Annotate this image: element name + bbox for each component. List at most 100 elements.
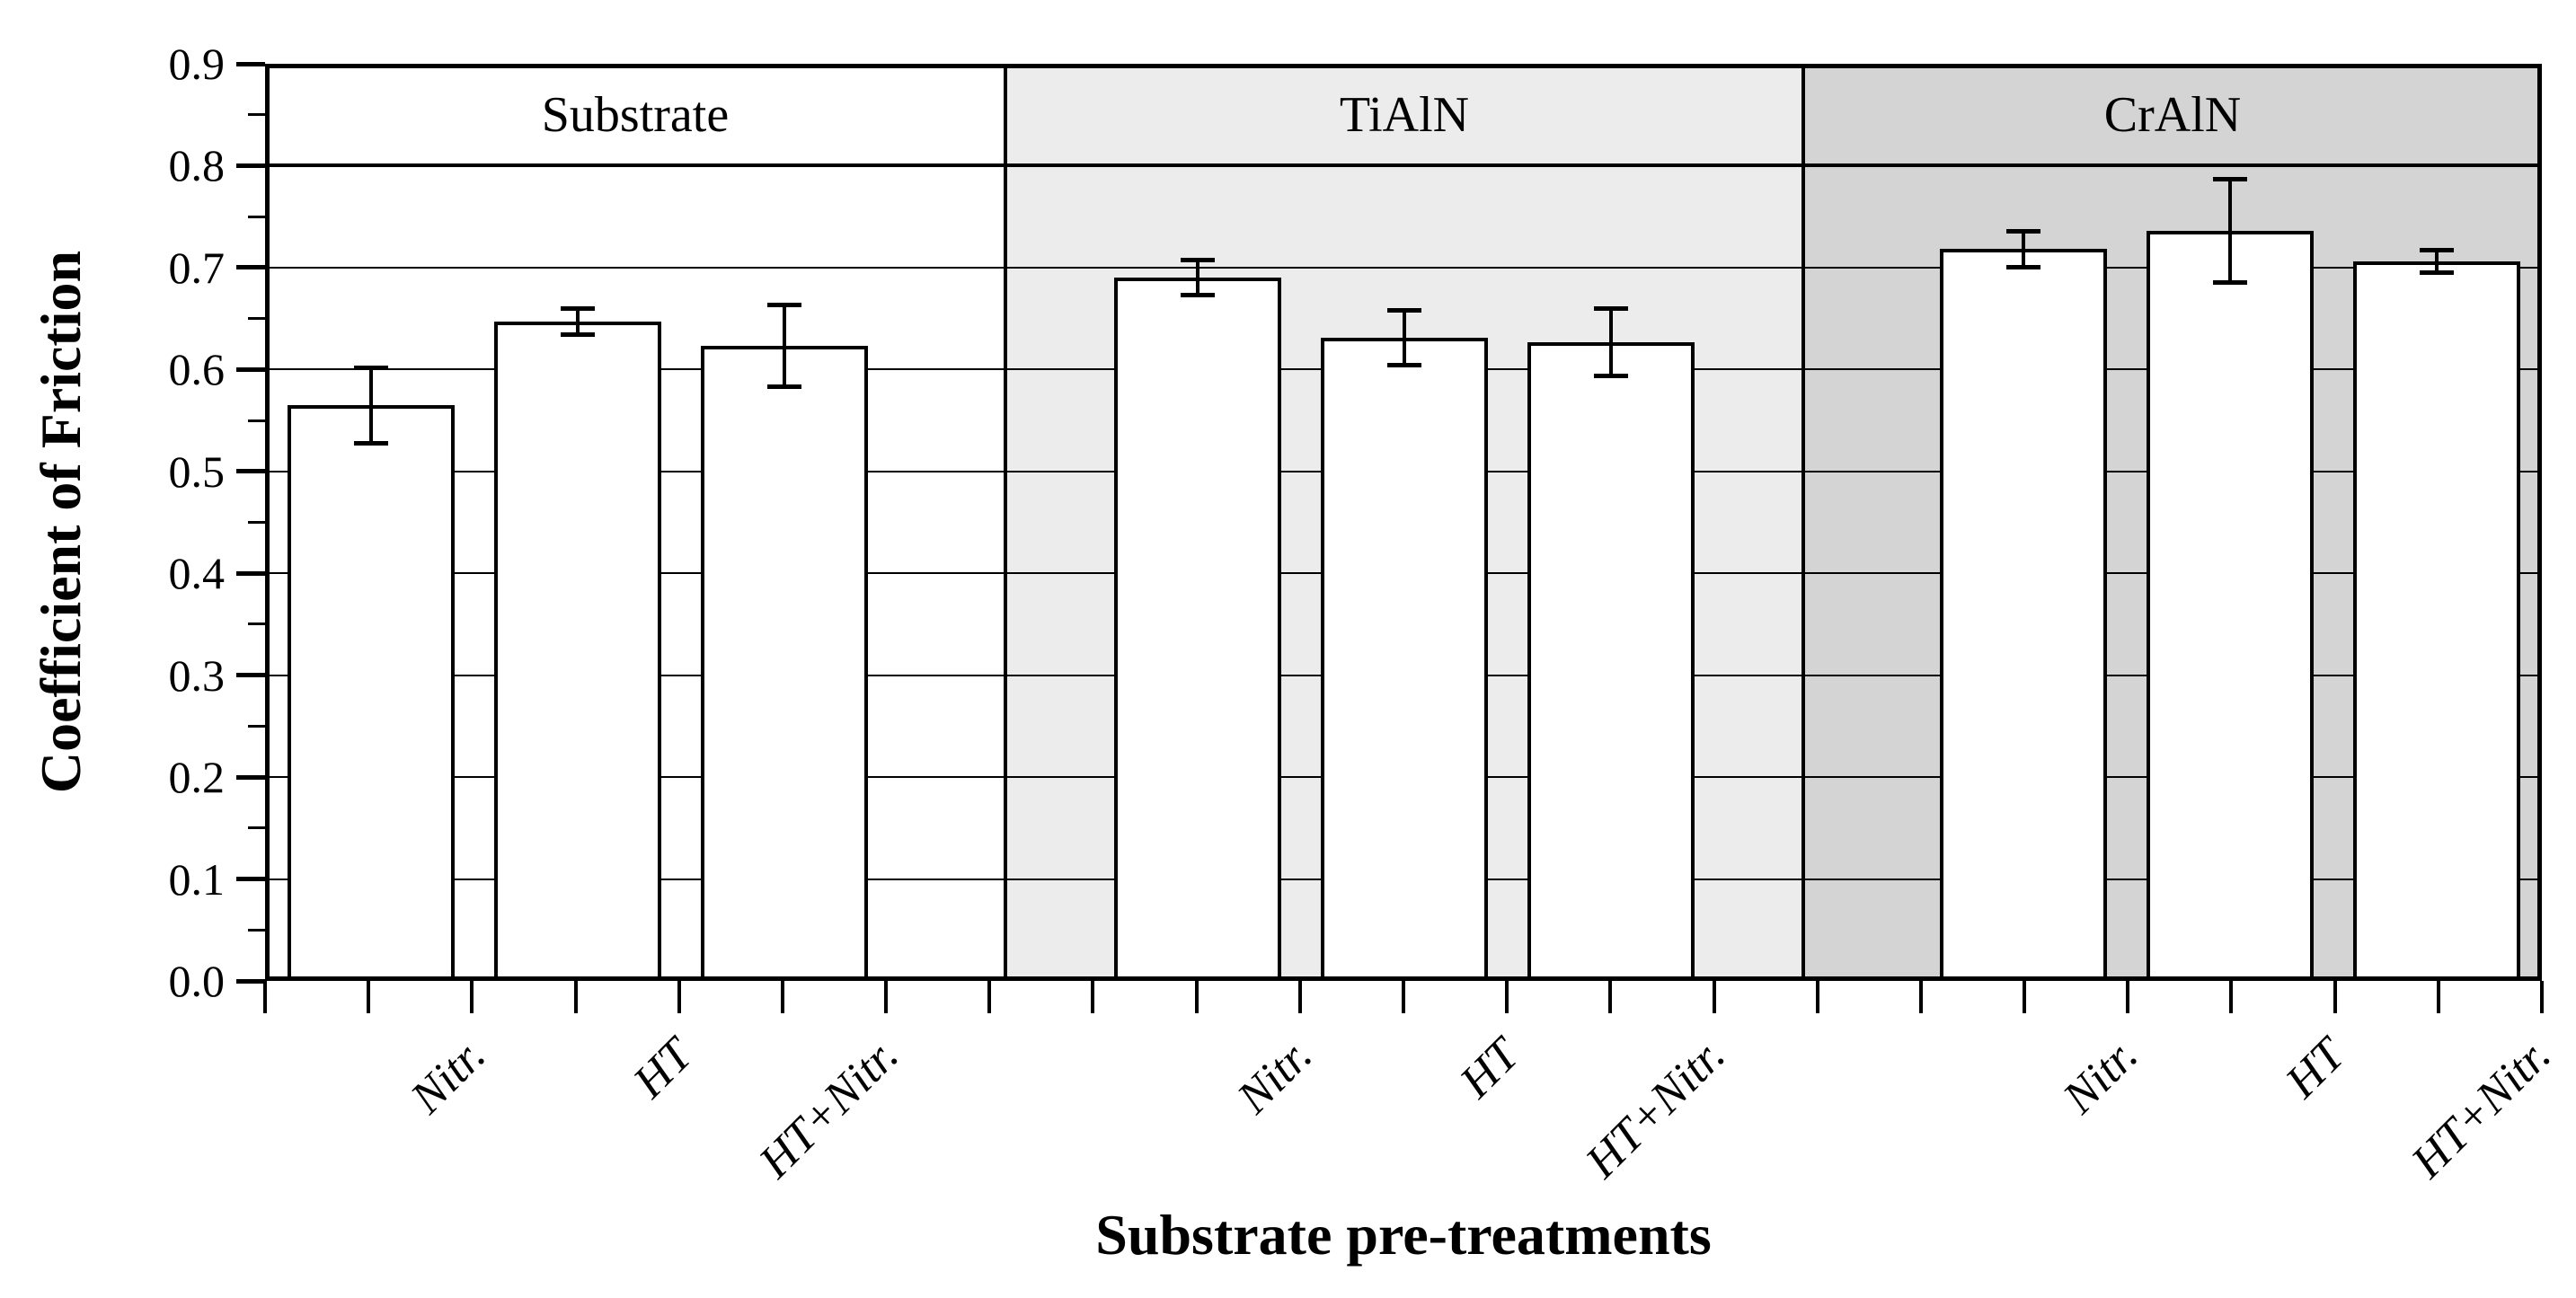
x-category-label-tialn-ht-nitr: HT+Nitr.: [1576, 1029, 1736, 1188]
x-axis-tick: [1091, 981, 1095, 1013]
error-cap-top-craln-ht-nitr: [2420, 248, 2454, 253]
y-minor-tick: [248, 623, 265, 626]
y-minor-tick: [248, 724, 265, 728]
x-axis-tick: [1712, 981, 1716, 1013]
x-category-label-tialn-nitr: Nitr.: [1227, 1029, 1323, 1124]
panel-header-tialn: TiAlN: [1339, 86, 1470, 143]
y-minor-tick: [248, 215, 265, 218]
error-cap-bottom-substrate-nitr: [354, 440, 388, 446]
y-tick-label-0.1: 0.1: [168, 853, 226, 905]
y-minor-tick: [248, 826, 265, 830]
y-major-tick-0.5: [236, 469, 265, 474]
error-bar-substrate-ht-nitr: [783, 305, 786, 387]
x-axis-tick: [1608, 981, 1613, 1013]
y-major-tick-0.4: [236, 570, 265, 576]
y-minor-tick: [248, 928, 265, 932]
bar-substrate-ht-nitr: [701, 346, 868, 981]
y-tick-label-0.8: 0.8: [168, 140, 226, 191]
panel-header-craln: CrAlN: [2103, 86, 2242, 143]
panel-divider-2: [1801, 64, 1805, 981]
panel-header-separator-line: [265, 163, 2542, 168]
x-axis-tick: [1815, 981, 1819, 1013]
error-bar-craln-nitr: [2022, 231, 2025, 268]
panel-header-substrate: Substrate: [541, 86, 730, 143]
y-tick-label-0.7: 0.7: [168, 242, 226, 293]
error-cap-top-substrate-ht: [561, 305, 595, 311]
bar-craln-ht: [2147, 231, 2314, 981]
x-axis-tick: [470, 981, 474, 1013]
x-axis-title: Substrate pre-treatments: [1095, 1203, 1712, 1267]
x-category-label-craln-ht-nitr: HT+Nitr.: [2402, 1029, 2562, 1188]
x-axis-tick: [367, 981, 371, 1013]
x-axis-tick: [2126, 981, 2130, 1013]
y-tick-label-0.3: 0.3: [168, 649, 226, 701]
x-axis-tick: [2540, 981, 2544, 1013]
y-major-tick-0.7: [236, 265, 265, 270]
x-axis-tick: [263, 981, 267, 1013]
bar-tialn-ht: [1321, 338, 1488, 981]
y-tick-label-0.5: 0.5: [168, 446, 226, 497]
error-cap-bottom-craln-nitr: [2006, 265, 2040, 270]
x-axis-tick: [780, 981, 784, 1013]
y-axis-title: Coefficient of Friction: [29, 250, 93, 794]
y-tick-label-0.2: 0.2: [168, 752, 226, 803]
y-major-tick-0.0: [236, 978, 265, 984]
error-bar-craln-ht: [2228, 179, 2232, 283]
error-cap-top-tialn-ht: [1387, 308, 1421, 313]
y-minor-tick: [248, 521, 265, 524]
x-axis-tick: [1194, 981, 1199, 1013]
bar-craln-nitr: [1940, 249, 2107, 981]
error-bar-tialn-ht-nitr: [1609, 308, 1613, 376]
error-cap-top-craln-nitr: [2006, 228, 2040, 234]
x-axis-tick: [2229, 981, 2234, 1013]
y-minor-tick: [248, 419, 265, 422]
y-tick-label-0.6: 0.6: [168, 344, 226, 395]
panel-divider-1: [1004, 64, 1007, 981]
x-axis-tick: [2436, 981, 2440, 1013]
bar-craln-ht-nitr: [2353, 261, 2520, 981]
error-cap-top-substrate-ht-nitr: [767, 303, 801, 308]
y-minor-tick: [248, 317, 265, 321]
error-cap-bottom-craln-ht: [2213, 280, 2247, 286]
x-axis-tick: [573, 981, 578, 1013]
x-category-label-craln-ht: HT: [2275, 1029, 2355, 1108]
bar-tialn-nitr: [1114, 278, 1281, 981]
y-tick-label-0.4: 0.4: [168, 548, 226, 599]
gridline-0.7: [265, 266, 2542, 269]
error-bar-substrate-ht: [576, 308, 580, 335]
x-category-label-substrate-nitr: Nitr.: [401, 1029, 496, 1124]
y-major-tick-0.2: [236, 774, 265, 780]
y-major-tick-0.3: [236, 673, 265, 678]
x-category-label-substrate-ht-nitr: HT+Nitr.: [749, 1029, 909, 1188]
y-tick-label-0.0: 0.0: [168, 956, 226, 1006]
x-axis-tick: [677, 981, 681, 1013]
y-minor-tick: [248, 113, 265, 117]
x-category-label-substrate-ht: HT: [623, 1029, 703, 1108]
x-axis-tick: [987, 981, 992, 1013]
x-axis-tick: [2333, 981, 2337, 1013]
error-bar-substrate-nitr: [369, 367, 373, 443]
y-major-tick-0.1: [236, 877, 265, 882]
error-cap-bottom-tialn-ht-nitr: [1594, 373, 1628, 378]
error-bar-tialn-ht: [1403, 310, 1406, 366]
x-axis-tick: [1505, 981, 1509, 1013]
error-cap-top-tialn-nitr: [1181, 258, 1215, 263]
error-cap-top-substrate-nitr: [354, 365, 388, 370]
bar-substrate-ht: [494, 322, 661, 981]
x-axis-tick: [2023, 981, 2027, 1013]
x-category-label-craln-nitr: Nitr.: [2053, 1029, 2148, 1124]
error-cap-top-tialn-ht-nitr: [1594, 305, 1628, 311]
error-cap-bottom-tialn-ht: [1387, 363, 1421, 368]
x-category-label-tialn-ht: HT: [1449, 1029, 1529, 1108]
y-major-tick-0.8: [236, 163, 265, 168]
bar-tialn-ht-nitr: [1527, 341, 1695, 981]
x-axis-tick: [884, 981, 889, 1013]
x-axis-tick: [1297, 981, 1302, 1013]
error-bar-tialn-nitr: [1196, 260, 1199, 296]
error-bar-craln-ht-nitr: [2435, 250, 2439, 273]
y-tick-label-0.9: 0.9: [168, 39, 226, 89]
error-cap-bottom-craln-ht-nitr: [2420, 270, 2454, 276]
error-cap-bottom-tialn-nitr: [1181, 293, 1215, 298]
y-major-tick-0.9: [236, 61, 265, 66]
bar-substrate-nitr: [288, 405, 455, 981]
